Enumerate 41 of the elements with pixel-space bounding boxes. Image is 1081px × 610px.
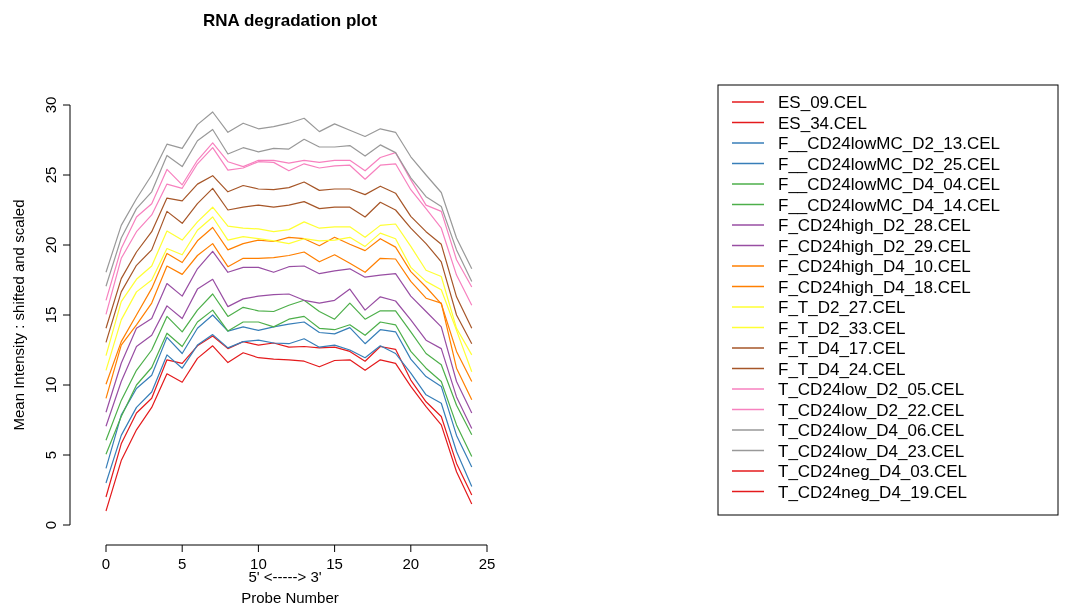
line-series — [105, 187, 473, 345]
legend-label: ES_34.CEL — [778, 113, 867, 133]
y-tick-label: 25 — [42, 166, 59, 184]
y-axis-title: Mean Intensity : shifted and scaled — [10, 199, 27, 431]
legend-label: T_CD24low_D4_06.CEL — [778, 421, 965, 440]
legend-label: T_CD24low_D4_23.CEL — [778, 441, 965, 461]
legend-label: F_T_D2_27.CEL — [778, 298, 906, 317]
chart-title: RNA degradation plot — [202, 11, 378, 30]
line-series — [105, 128, 473, 287]
legend-label: F_T_D4_17.CEL — [778, 339, 906, 358]
legend-label: F__CD24lowMC_D4_14.CEL — [778, 195, 1001, 215]
legend-label: F__CD24lowMC_D4_04.CEL — [778, 175, 1001, 194]
x-tick-label: 20 — [402, 555, 420, 572]
legend-label: T_CD24low_D2_05.CEL — [778, 380, 965, 399]
y-tick-label: 10 — [42, 376, 59, 394]
legend-label: F_CD24high_D2_29.CEL — [778, 236, 971, 256]
x-tick-label: 25 — [478, 555, 496, 572]
legend-label: F__CD24lowMC_D2_13.CEL — [778, 134, 1001, 153]
legend-label: F_T_D4_24.CEL — [778, 359, 906, 379]
x-tick-label: 5 — [178, 555, 187, 572]
line-series — [105, 278, 473, 429]
legend-label: T_CD24low_D2_22.CEL — [778, 400, 965, 420]
x-tick-label: 0 — [101, 555, 111, 572]
legend-label: F_CD24high_D4_18.CEL — [778, 277, 971, 297]
y-tick-label: 15 — [42, 306, 59, 324]
x-tick-label: 15 — [326, 555, 343, 572]
legend-label: F_CD24high_D4_10.CEL — [778, 257, 971, 276]
y-tick-label: 30 — [42, 96, 59, 114]
x-axis-title: Probe Number — [241, 589, 339, 606]
line-series — [105, 175, 473, 329]
legend-label: F_T_D2_33.CEL — [778, 318, 906, 338]
legend-label: F__CD24lowMC_D2_25.CEL — [778, 154, 1001, 174]
y-tick-label: 20 — [42, 236, 59, 254]
y-tick-label: 5 — [42, 450, 59, 460]
legend-label: ES_09.CEL — [778, 93, 867, 112]
legend-label: T_CD24neg_D4_19.CEL — [778, 482, 968, 502]
y-tick-label: 0 — [42, 520, 59, 530]
line-series — [105, 293, 473, 441]
legend-label: T_CD24neg_D4_03.CEL — [778, 462, 968, 481]
legend-label: F_CD24high_D2_28.CEL — [778, 216, 971, 235]
line-series — [105, 111, 473, 273]
